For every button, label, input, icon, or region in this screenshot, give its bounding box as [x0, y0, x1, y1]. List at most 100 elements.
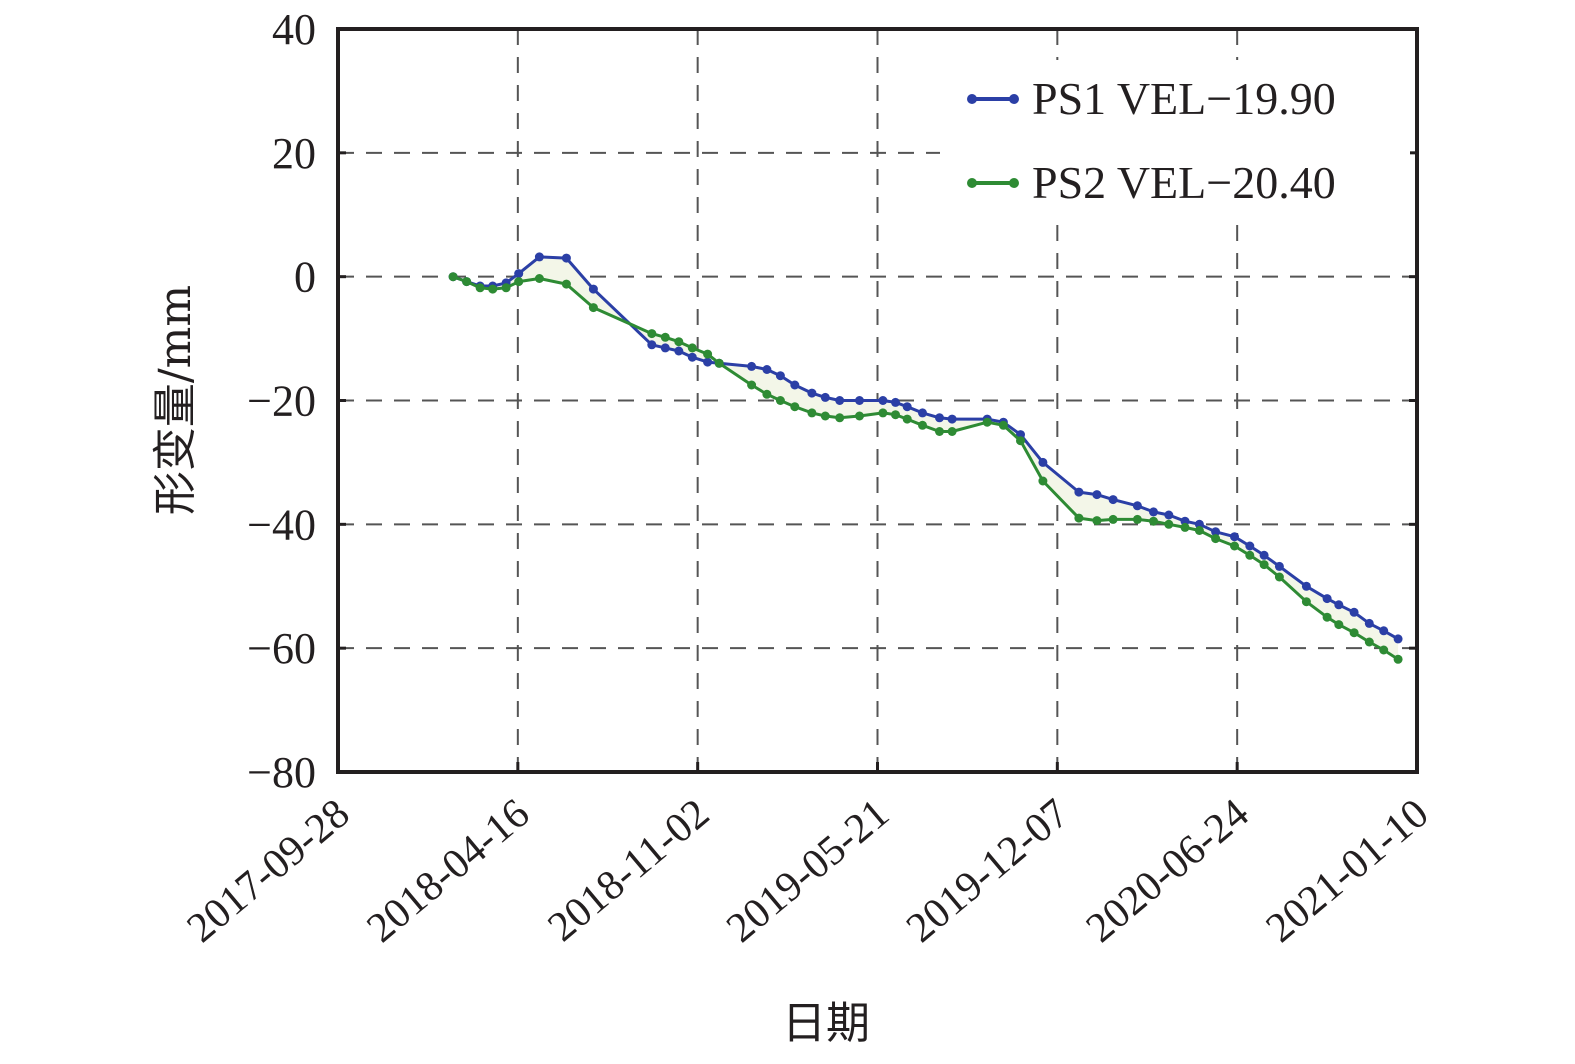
data-point	[1245, 541, 1255, 551]
data-point	[534, 274, 544, 283]
data-point	[1364, 637, 1374, 647]
legend-item-ps2: PS2 VEL−20.40	[967, 157, 1336, 208]
data-point	[918, 408, 927, 418]
data-point	[1108, 514, 1118, 524]
data-point	[790, 402, 800, 412]
data-point	[902, 402, 912, 412]
x-tick-label: 2019-05-21	[718, 790, 898, 951]
data-point	[947, 414, 957, 424]
data-point	[714, 358, 724, 368]
data-point	[1092, 490, 1102, 500]
data-point	[891, 410, 900, 420]
data-point	[807, 388, 817, 398]
data-point	[534, 252, 544, 262]
legend-item-ps1: PS1 VEL−19.90	[967, 73, 1336, 124]
data-point	[687, 352, 697, 362]
y-tick-label: 20	[272, 129, 316, 178]
legend-label-ps1: PS1 VEL−19.90	[1032, 73, 1336, 124]
data-point	[448, 272, 458, 282]
data-point	[1149, 516, 1158, 526]
legend: PS1 VEL−19.90 PS2 VEL−20.40	[940, 60, 1410, 220]
data-point	[674, 346, 684, 356]
data-point	[660, 332, 670, 342]
data-point	[820, 392, 830, 402]
data-point	[1211, 534, 1221, 544]
y-tick-label: 40	[272, 5, 316, 54]
data-point	[1301, 597, 1311, 607]
data-point	[1349, 607, 1359, 617]
data-point	[561, 253, 571, 263]
data-point	[790, 380, 800, 390]
x-tick-label: 2017-09-28	[179, 790, 359, 951]
legend-marker-ps1	[1009, 94, 1019, 104]
y-tick-label: −80	[247, 748, 316, 797]
data-point	[1230, 541, 1239, 551]
legend-marker-ps1	[967, 94, 977, 104]
data-point	[1322, 594, 1332, 604]
between-series-fill	[453, 256, 1399, 660]
x-tick-label: 2018-11-02	[540, 790, 719, 950]
data-point	[703, 349, 713, 359]
data-point	[462, 277, 472, 287]
data-point	[1393, 654, 1403, 664]
data-point	[1164, 519, 1174, 529]
data-point	[1194, 526, 1204, 535]
data-point	[935, 413, 944, 423]
x-tick-label: 2019-12-07	[898, 790, 1078, 951]
data-point	[1180, 516, 1190, 526]
data-point	[820, 411, 830, 421]
legend-label-ps2: PS2 VEL−20.40	[1032, 157, 1336, 208]
data-point	[475, 283, 485, 293]
data-point	[1016, 436, 1025, 446]
data-point	[674, 337, 684, 347]
data-point	[501, 283, 511, 293]
data-point	[775, 396, 785, 405]
data-point	[488, 284, 498, 294]
data-point	[1194, 519, 1204, 529]
data-point	[1379, 645, 1389, 655]
data-point	[807, 408, 817, 418]
data-point	[1211, 527, 1221, 537]
data-point	[1074, 513, 1084, 523]
data-point	[902, 414, 912, 424]
data-point	[1349, 628, 1359, 638]
data-point	[647, 340, 657, 350]
data-point	[775, 371, 785, 381]
data-point	[998, 420, 1008, 430]
data-point	[1149, 507, 1158, 517]
series-line	[452, 275, 1399, 661]
data-point	[1132, 514, 1142, 524]
data-point	[703, 357, 713, 367]
data-point	[835, 396, 845, 405]
data-point	[747, 361, 757, 371]
data-point	[762, 365, 772, 374]
y-tick-label: −60	[247, 624, 316, 673]
series-lines	[448, 252, 1403, 664]
data-point	[982, 417, 992, 427]
data-point	[514, 269, 524, 279]
data-point	[1322, 612, 1332, 622]
data-point	[762, 389, 772, 399]
data-point	[1132, 501, 1142, 511]
fill-between-area	[453, 256, 1399, 660]
data-point	[1393, 634, 1403, 644]
data-point	[1108, 495, 1118, 505]
data-point	[647, 329, 657, 339]
data-point	[835, 413, 845, 423]
data-point	[1092, 516, 1102, 526]
y-tick-label: 0	[294, 253, 316, 302]
data-point	[1245, 550, 1255, 560]
data-point	[947, 427, 957, 436]
legend-marker-ps2	[967, 178, 977, 188]
data-point	[878, 408, 888, 418]
y-tick-label: −20	[247, 377, 316, 426]
data-point	[1038, 457, 1048, 467]
x-axis-ticks: 2017-09-28 2018-04-16 2018-11-02 2019-05-21…	[179, 762, 1437, 952]
data-point	[561, 279, 571, 289]
data-point	[1379, 626, 1389, 636]
data-point	[1301, 581, 1311, 591]
data-point	[1074, 487, 1084, 497]
data-point	[1038, 476, 1048, 486]
data-point	[1259, 550, 1269, 560]
